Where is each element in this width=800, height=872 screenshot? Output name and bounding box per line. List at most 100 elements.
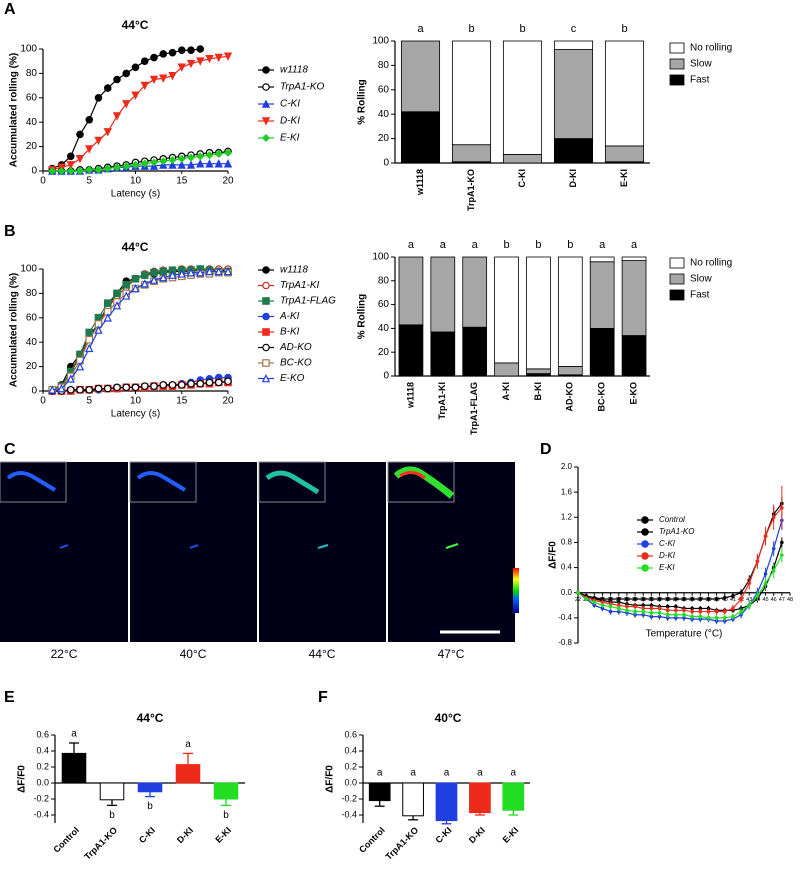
x-tick-label: B-KI <box>533 382 543 401</box>
image <box>0 462 128 642</box>
marker <box>168 72 177 81</box>
y-axis-label: % Rolling <box>357 294 368 340</box>
legend-label: w1118 <box>280 65 308 76</box>
legend-label: E-KI <box>659 563 675 572</box>
y-tick-label: 2.0 <box>561 462 573 471</box>
marker <box>186 153 196 162</box>
marker <box>168 155 177 165</box>
marker <box>48 385 57 394</box>
marker <box>122 162 131 171</box>
y-tick-label: 0 <box>31 386 37 397</box>
significance-letter: a <box>185 739 191 750</box>
legend-label: No rolling <box>690 43 732 54</box>
marker <box>633 604 637 609</box>
marker <box>698 609 703 614</box>
marker <box>122 281 131 289</box>
significance-letter: c <box>571 23 577 35</box>
cell <box>59 544 69 549</box>
marker <box>94 384 103 393</box>
significance-letter: a <box>417 23 424 35</box>
series-line <box>52 270 228 391</box>
marker <box>186 160 196 169</box>
marker <box>66 152 75 161</box>
marker <box>159 157 168 166</box>
marker <box>112 112 122 121</box>
y-tick-label: 0.2 <box>344 761 357 771</box>
marker <box>739 609 743 614</box>
marker <box>771 568 776 573</box>
marker <box>771 515 776 520</box>
y-tick-label: 0.4 <box>344 745 357 755</box>
y-tick-label: 60 <box>26 92 38 103</box>
x-tick-label: C-KI <box>433 825 453 845</box>
marker <box>196 152 205 161</box>
marker <box>48 166 57 176</box>
marker <box>150 53 158 62</box>
marker <box>731 606 735 611</box>
bar-segment <box>430 256 456 333</box>
significance-letter: b <box>223 810 229 821</box>
x-tick-label: 41 <box>730 597 736 603</box>
marker <box>168 48 177 57</box>
marker <box>608 609 613 614</box>
marker <box>657 597 662 601</box>
marker <box>177 154 186 163</box>
marker <box>755 559 760 564</box>
x-tick-label: A-KI <box>501 382 511 401</box>
marker <box>177 160 186 169</box>
marker <box>706 597 711 601</box>
bar-segment <box>621 260 647 336</box>
marker <box>149 158 159 167</box>
marker <box>159 74 168 83</box>
significance-letter: b <box>519 23 525 35</box>
x-tick-label: 15 <box>176 176 188 187</box>
marker <box>657 614 662 619</box>
marker <box>665 612 670 617</box>
bar-segment <box>557 256 583 367</box>
marker <box>177 63 186 72</box>
marker <box>641 540 649 548</box>
legend-label: E-KI <box>280 133 300 144</box>
marker <box>262 266 270 274</box>
marker <box>262 66 270 74</box>
marker <box>196 379 205 388</box>
legend-label: BC-KO <box>280 358 312 369</box>
marker <box>196 268 205 277</box>
chart-title: 44°C <box>122 18 149 32</box>
x-tick-label: BC-KO <box>597 382 607 412</box>
y-tick-label: 0.4 <box>561 563 573 572</box>
y-tick-label: 0.4 <box>36 745 49 755</box>
marker <box>85 145 94 154</box>
significance-letter: b <box>147 801 153 812</box>
marker <box>112 301 122 310</box>
marker <box>722 609 727 614</box>
significance-letter: b <box>535 239 541 251</box>
marker <box>57 384 66 393</box>
marker <box>262 83 270 91</box>
marker <box>85 115 94 124</box>
significance-letter: b <box>109 810 115 821</box>
marker <box>763 572 768 576</box>
marker <box>731 594 735 598</box>
y-tick-label: 0.6 <box>36 729 49 739</box>
marker <box>66 161 75 170</box>
marker <box>625 604 629 609</box>
marker <box>76 130 84 139</box>
bar-segment <box>589 261 615 329</box>
x-tick-label: w1118 <box>415 169 425 196</box>
marker <box>262 281 270 290</box>
marker <box>649 611 654 615</box>
marker <box>665 604 670 609</box>
bar-segment <box>553 138 594 164</box>
y-tick-label: 60 <box>26 312 38 323</box>
marker <box>747 581 752 586</box>
cell <box>265 470 320 495</box>
marker <box>722 595 727 600</box>
legend-label: A-KI <box>279 311 300 322</box>
y-axis-label: Accumulated rolling (%) <box>9 273 20 387</box>
marker <box>262 312 270 321</box>
marker <box>140 279 149 288</box>
bar-segment <box>621 256 647 261</box>
marker <box>103 84 112 92</box>
